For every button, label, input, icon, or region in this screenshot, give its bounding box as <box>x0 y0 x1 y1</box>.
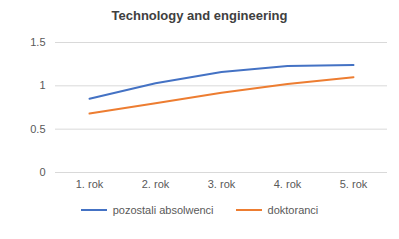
svg-text:1. rok: 1. rok <box>76 178 104 190</box>
svg-text:0.5: 0.5 <box>30 123 45 135</box>
html-text:doktoranci: doktoranci <box>267 204 319 216</box>
svg-text:0: 0 <box>39 166 45 178</box>
html-text:Technology and engineering: Technology and engineering <box>111 8 288 23</box>
svg-text:4. rok: 4. rok <box>274 178 302 190</box>
svg-text:2. rok: 2. rok <box>142 178 170 190</box>
svg-text:5. rok: 5. rok <box>340 178 368 190</box>
svg-text:3. rok: 3. rok <box>208 178 236 190</box>
html-text:pozostali absolwenci: pozostali absolwenci <box>112 204 214 216</box>
svg-text:1.5: 1.5 <box>30 36 45 48</box>
svg-text:1: 1 <box>39 79 45 91</box>
